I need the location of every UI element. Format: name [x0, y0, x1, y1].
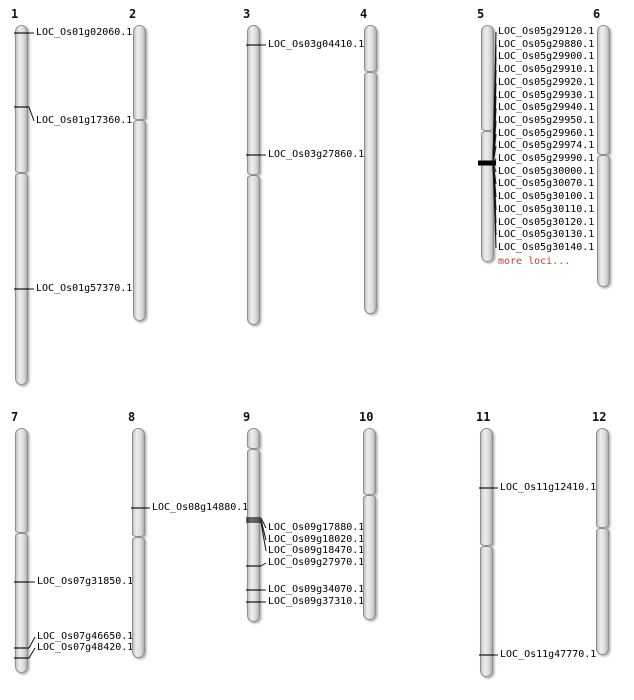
- locus-label[interactable]: LOC_Os05g30140.1: [498, 242, 595, 253]
- locus-label[interactable]: LOC_Os09g18470.1: [268, 545, 365, 556]
- locus-label[interactable]: LOC_Os05g30070.1: [498, 178, 595, 189]
- chromosome-number: 2: [129, 7, 137, 21]
- chromosome-1-bottom-arm: [15, 173, 28, 385]
- locus-label[interactable]: LOC_Os01g02060.1: [36, 27, 133, 38]
- chromosome-number: 11: [476, 410, 491, 424]
- locus-label[interactable]: LOC_Os05g29910.1: [498, 64, 595, 75]
- chromosome-1-top-arm: [15, 25, 28, 173]
- connector-line: [28, 647, 36, 659]
- locus-label[interactable]: LOC_Os09g27970.1: [268, 557, 365, 568]
- connector-line: [260, 517, 267, 529]
- chromosome-10-bottom-arm: [363, 495, 376, 620]
- locus-label[interactable]: LOC_Os05g30130.1: [498, 229, 595, 240]
- chromosome-3-top-arm: [247, 25, 260, 175]
- locus-label[interactable]: LOC_Os01g17360.1: [36, 115, 133, 126]
- locus-label[interactable]: LOC_Os08g14880.1: [152, 502, 249, 513]
- chromosome-11-top-arm: [480, 428, 493, 546]
- chromosome-number: 6: [593, 7, 601, 21]
- chromosome-4-top-arm: [364, 25, 377, 72]
- connector-line: [492, 162, 497, 249]
- chromosome-8-bottom-arm: [132, 537, 145, 658]
- connector-line: [260, 519, 267, 541]
- locus-label[interactable]: LOC_Os05g29940.1: [498, 102, 595, 113]
- locus-label[interactable]: LOC_Os05g29974.1: [498, 140, 595, 151]
- locus-label[interactable]: LOC_Os03g27860.1: [268, 149, 365, 160]
- connector-line: [28, 636, 36, 649]
- locus-label[interactable]: LOC_Os01g57370.1: [36, 283, 133, 294]
- chromosome-number: 5: [477, 7, 485, 21]
- chromosome-number: 3: [243, 7, 251, 21]
- locus-label[interactable]: LOC_Os05g29950.1: [498, 115, 595, 126]
- chromosome-12-top-arm: [596, 428, 609, 528]
- chromosome-3-bottom-arm: [247, 175, 260, 325]
- chromosome-9-top-arm: [247, 428, 260, 449]
- locus-label[interactable]: LOC_Os05g30120.1: [498, 217, 595, 228]
- chromosome-7-top-arm: [15, 428, 28, 533]
- locus-label[interactable]: LOC_Os11g12410.1: [500, 482, 597, 493]
- locus-label[interactable]: LOC_Os07g31850.1: [37, 576, 134, 587]
- chromosome-9-bottom-arm: [247, 449, 260, 622]
- locus-label[interactable]: LOC_Os09g17880.1: [268, 522, 365, 533]
- chromosome-number: 1: [11, 7, 19, 21]
- chromosome-number: 7: [11, 410, 19, 424]
- connector-line: [260, 562, 267, 567]
- locus-label[interactable]: LOC_Os09g18020.1: [268, 534, 365, 545]
- chromosome-11-bottom-arm: [480, 546, 493, 677]
- connector-line: [492, 158, 497, 164]
- locus-label[interactable]: LOC_Os11g47770.1: [500, 649, 597, 660]
- chromosome-5-top-arm: [481, 25, 494, 131]
- locus-label[interactable]: LOC_Os05g29960.1: [498, 128, 595, 139]
- chromosome-12-bottom-arm: [596, 528, 609, 655]
- chromosome-2-bottom-arm: [133, 120, 146, 321]
- chromosome-number: 8: [128, 410, 136, 424]
- connector-line: [28, 106, 35, 122]
- chromosome-8-top-arm: [132, 428, 145, 537]
- chromosome-10-top-arm: [363, 428, 376, 495]
- locus-label[interactable]: LOC_Os07g46650.1: [37, 631, 134, 642]
- chromosome-4-bottom-arm: [364, 72, 377, 314]
- locus-label[interactable]: LOC_Os05g29930.1: [498, 90, 595, 101]
- chromosome-6-bottom-arm: [597, 155, 610, 287]
- more-loci-link[interactable]: more loci...: [498, 256, 571, 267]
- locus-label[interactable]: LOC_Os05g29120.1: [498, 26, 595, 37]
- locus-label[interactable]: LOC_Os05g29990.1: [498, 153, 595, 164]
- locus-label[interactable]: LOC_Os07g48420.1: [37, 642, 134, 653]
- locus-label[interactable]: LOC_Os05g30110.1: [498, 204, 595, 215]
- chromosome-6-top-arm: [597, 25, 610, 155]
- locus-label[interactable]: LOC_Os05g30000.1: [498, 166, 595, 177]
- chromosome-number: 4: [360, 7, 368, 21]
- chromosome-number: 10: [359, 410, 374, 424]
- chromosome-number: 12: [592, 410, 607, 424]
- chromosome-7-bottom-arm: [15, 533, 28, 673]
- locus-label[interactable]: LOC_Os05g29900.1: [498, 51, 595, 62]
- locus-label[interactable]: LOC_Os09g34070.1: [268, 584, 365, 595]
- chromosome-2-top-arm: [133, 25, 146, 120]
- connector-line: [260, 521, 267, 552]
- chromosome-number: 9: [243, 410, 251, 424]
- locus-label[interactable]: LOC_Os03g04410.1: [268, 39, 365, 50]
- locus-label[interactable]: LOC_Os05g29880.1: [498, 39, 595, 50]
- locus-label[interactable]: LOC_Os05g30100.1: [498, 191, 595, 202]
- locus-label[interactable]: LOC_Os09g37310.1: [268, 596, 365, 607]
- connector-line: [492, 145, 497, 164]
- locus-label[interactable]: LOC_Os05g29920.1: [498, 77, 595, 88]
